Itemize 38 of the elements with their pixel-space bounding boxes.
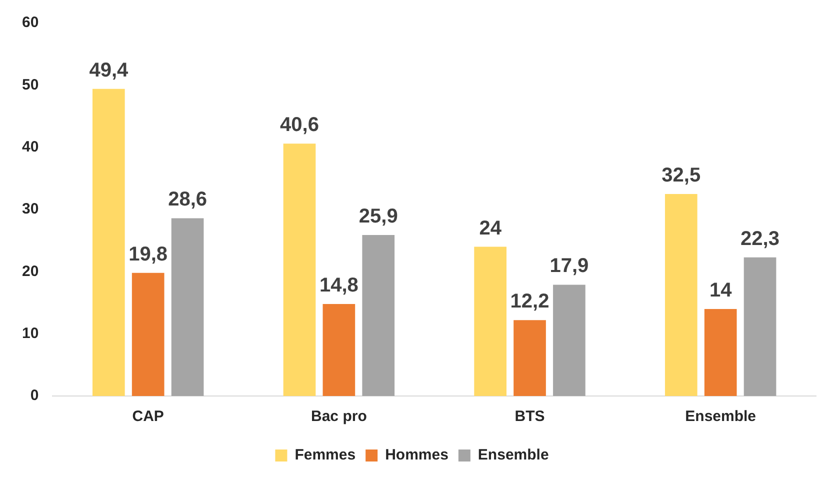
bar xyxy=(553,284,586,396)
data-label: 28,6 xyxy=(168,188,208,211)
bar xyxy=(283,144,316,396)
bar xyxy=(704,308,737,396)
bar xyxy=(474,246,506,396)
y-tick-label: 40 xyxy=(22,138,39,156)
bar xyxy=(132,272,164,396)
legend-label: Ensemble xyxy=(478,446,549,464)
legend-label: Hommes xyxy=(385,446,448,464)
x-tick-label: CAP xyxy=(132,408,164,426)
data-label: 22,3 xyxy=(740,228,780,250)
y-tick-label: 30 xyxy=(22,200,39,218)
x-tick-label: Ensemble xyxy=(685,408,756,426)
bar xyxy=(664,194,698,396)
data-label: 32,5 xyxy=(662,164,701,186)
bar xyxy=(171,218,204,396)
bar xyxy=(744,257,776,396)
data-label: 14 xyxy=(709,279,733,302)
bar xyxy=(362,234,395,396)
data-label: 24 xyxy=(479,217,502,240)
x-tick-label: Bac pro xyxy=(311,408,367,426)
data-label: 40,6 xyxy=(280,114,319,136)
y-tick-label: 20 xyxy=(22,262,39,280)
data-label: 19,8 xyxy=(128,243,168,266)
data-label: 12,2 xyxy=(510,290,550,313)
data-label: 14,8 xyxy=(319,274,358,297)
data-label: 17,9 xyxy=(550,255,589,278)
legend-label: Femmes xyxy=(294,446,356,464)
bar xyxy=(92,88,125,396)
x-tick-label: BTS xyxy=(514,408,545,426)
y-tick-label: 10 xyxy=(22,324,39,342)
bar xyxy=(514,320,546,396)
data-label: 49,4 xyxy=(89,59,129,82)
data-label: 25,9 xyxy=(358,206,398,228)
y-tick-label: 60 xyxy=(22,14,39,32)
y-tick-label: 0 xyxy=(30,387,39,404)
bar xyxy=(322,304,356,396)
y-tick-label: 50 xyxy=(22,76,39,94)
